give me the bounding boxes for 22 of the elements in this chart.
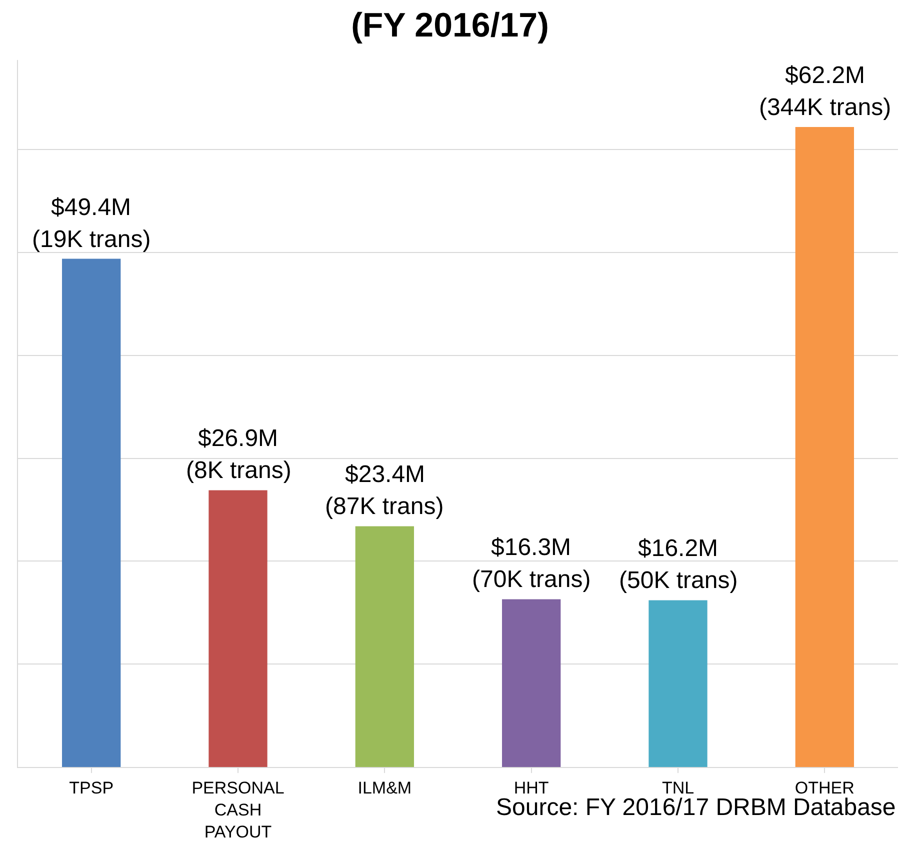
bar (502, 599, 561, 767)
x-tick-label: TPSP (69, 778, 114, 798)
annotation: (19K trans) (32, 226, 151, 253)
bar (62, 258, 121, 767)
x-tick-label: ILM&M (358, 778, 412, 798)
data-label: $26.9M (198, 425, 278, 452)
bar (648, 600, 708, 767)
bar (355, 526, 414, 767)
annotation: (8K trans) (186, 457, 292, 484)
data-label: $16.2M (638, 535, 718, 562)
data-label: $16.3M (491, 534, 572, 561)
bar (795, 127, 854, 767)
chart-title: (FY 2016/17) (351, 6, 549, 45)
data-label: $49.4M (51, 194, 132, 221)
annotation: (87K trans) (325, 493, 444, 520)
data-label: $23.4M (345, 461, 426, 488)
x-tick-label: PERSONAL CASH PAYOUT (192, 778, 284, 842)
annotation: (70K trans) (472, 566, 591, 593)
annotation: (344K trans) (759, 94, 892, 121)
data-label: $62.2M (785, 62, 866, 89)
annotation: (50K trans) (619, 567, 738, 594)
bar (208, 490, 268, 767)
